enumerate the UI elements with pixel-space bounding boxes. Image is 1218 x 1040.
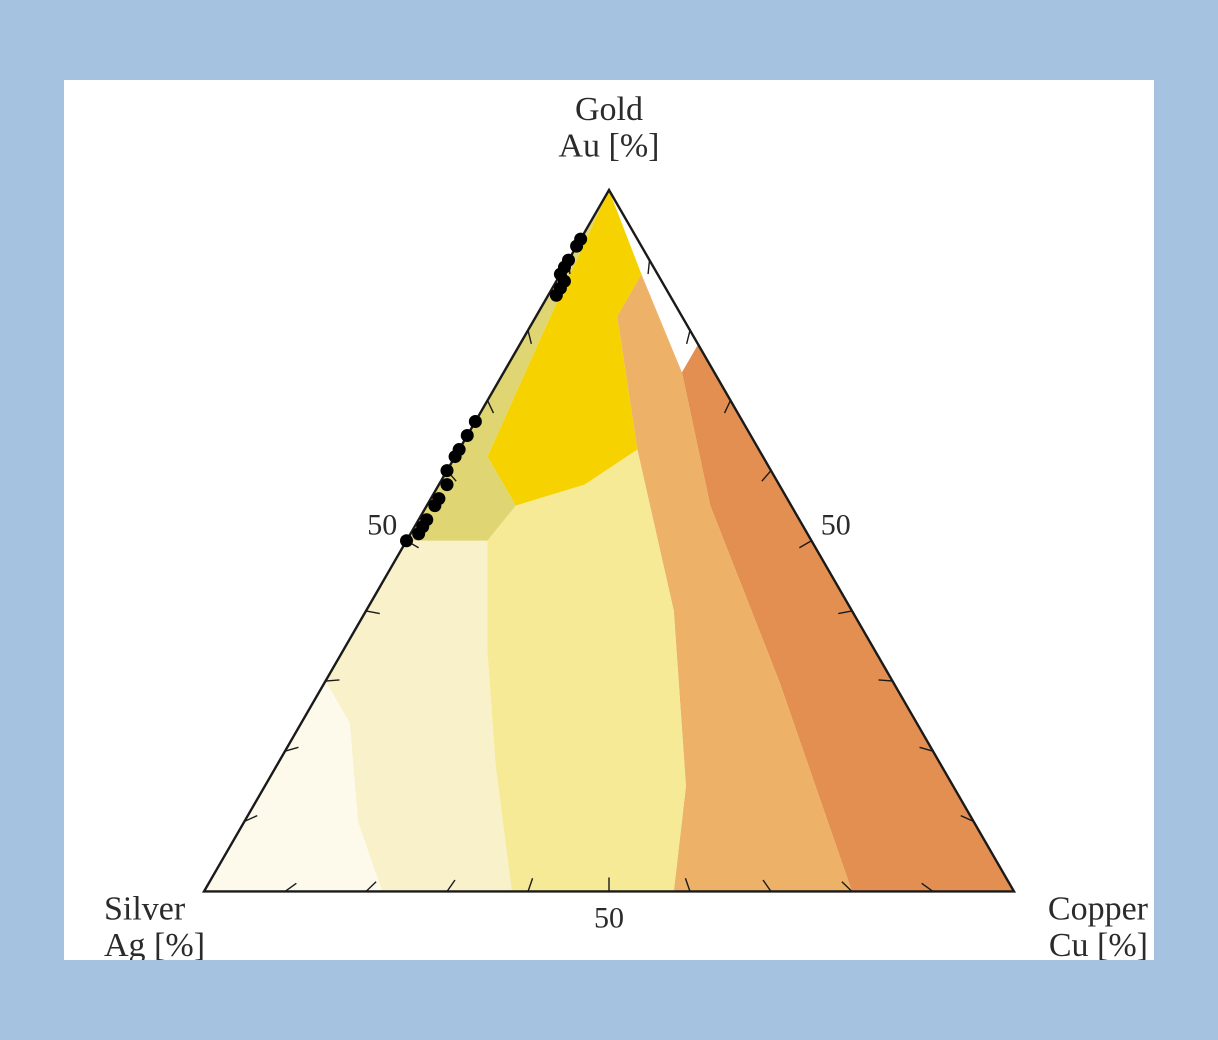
data-point <box>412 527 425 540</box>
data-point <box>441 464 454 477</box>
apex-label-right-line2: Cu [%] <box>1049 927 1148 960</box>
data-point <box>570 240 583 253</box>
apex-label-top: GoldAu [%] <box>558 91 659 165</box>
apex-label-right-line1: Copper <box>1048 890 1149 927</box>
color-regions <box>204 190 1014 891</box>
mid-label-left: 50 <box>367 509 397 542</box>
apex-label-left-line2: Ag [%] <box>104 927 205 960</box>
apex-label-right: CopperCu [%] <box>1048 890 1149 960</box>
data-point <box>469 415 482 428</box>
data-point <box>428 499 441 512</box>
data-point <box>550 289 563 302</box>
page-outer: GoldAu [%] SilverAg [%] CopperCu [%] 50 50 50 <box>0 0 1218 1040</box>
mid-label-bottom: 50 <box>594 901 624 934</box>
apex-label-top-line1: Gold <box>575 91 643 128</box>
figure-card: GoldAu [%] SilverAg [%] CopperCu [%] 50 50 50 <box>64 80 1154 960</box>
apex-label-left: SilverAg [%] <box>104 890 205 960</box>
data-point <box>461 429 474 442</box>
apex-label-left-line1: Silver <box>104 890 186 927</box>
data-point <box>449 450 462 463</box>
region-band-gold-core <box>488 190 642 506</box>
ternary-plot: GoldAu [%] SilverAg [%] CopperCu [%] 50 50 50 <box>64 80 1154 960</box>
data-point <box>441 478 454 491</box>
apex-label-top-line2: Au [%] <box>558 128 659 165</box>
mid-label-right: 50 <box>821 509 851 542</box>
data-point <box>400 534 413 547</box>
